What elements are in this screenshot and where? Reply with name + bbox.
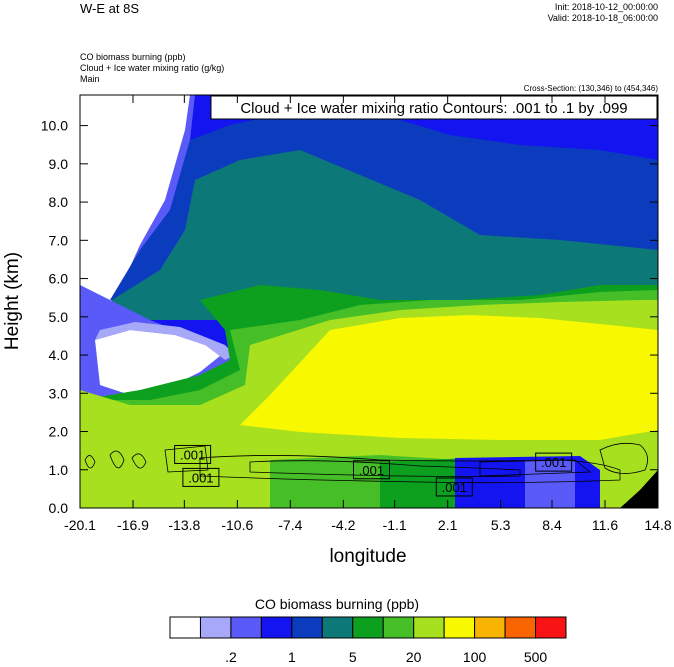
x-tick-label: -1.1 xyxy=(383,517,407,533)
x-tick-label: 8.4 xyxy=(542,517,562,533)
y-tick-label: 0.0 xyxy=(49,500,69,516)
y-tick-label: 6.0 xyxy=(49,271,69,287)
x-tick-label: -13.8 xyxy=(168,517,200,533)
x-tick-label: 14.8 xyxy=(644,517,671,533)
colorbar-swatch xyxy=(413,616,445,639)
y-axis-label: Height (km) xyxy=(2,252,23,350)
contour-label-layer: .001 .001 .001 .001 .001 xyxy=(174,444,573,497)
init-time: Init: 2018-10-12_00:00:00 xyxy=(554,2,658,12)
plot-frame xyxy=(79,94,659,509)
colorbar-tick-label: 5 xyxy=(349,649,357,665)
colorbar-tick-label: .2 xyxy=(225,649,237,665)
y-tick-label: 10.0 xyxy=(41,118,68,134)
co-shading xyxy=(80,95,658,508)
x-tick-label: -7.4 xyxy=(278,517,302,533)
contour-title: Cloud + Ice water mixing ratio Contours:… xyxy=(240,100,627,117)
cloud-contours xyxy=(84,442,648,484)
x-tick-label: 2.1 xyxy=(438,517,458,533)
colorbar-swatch xyxy=(260,616,293,639)
colorbar-swatch xyxy=(382,616,415,639)
colorbar-swatch xyxy=(199,616,232,639)
x-tick-label: -20.1 xyxy=(64,517,96,533)
colorbar-swatch xyxy=(230,616,262,639)
colorbar-swatch xyxy=(291,616,323,639)
colorbar-tick-label: 1 xyxy=(288,649,296,665)
colorbar-tick-label: 20 xyxy=(406,649,422,665)
contour-label: .001 xyxy=(174,444,212,464)
svg-text:.001: .001 xyxy=(359,463,384,478)
svg-text:.001: .001 xyxy=(442,480,467,495)
colorbar-swatch xyxy=(535,616,567,639)
contour-label: .001 xyxy=(435,477,473,497)
y-tick-label: 5.0 xyxy=(49,309,69,325)
x-tick-label: 5.3 xyxy=(491,517,511,533)
colorbar-swatch xyxy=(443,616,476,639)
y-tick-label: 9.0 xyxy=(49,156,69,172)
colorbar-tick-label: 100 xyxy=(463,649,487,665)
x-tick-label: 11.6 xyxy=(592,517,618,533)
x-tick-label: -16.9 xyxy=(117,517,149,533)
colorbar-swatch xyxy=(169,616,201,639)
colorbar: .2 1 5 20 100 500 xyxy=(169,616,567,665)
svg-text:.001: .001 xyxy=(188,470,213,485)
colorbar-swatch xyxy=(321,616,354,639)
y-tick-label: 3.0 xyxy=(49,385,69,401)
contour-label: .001 xyxy=(535,452,573,472)
colorbar-swatch xyxy=(474,616,506,639)
x-axis-label: longitude xyxy=(329,546,406,567)
contour-title-box xyxy=(210,95,658,120)
y-tick-label: 7.0 xyxy=(49,232,69,248)
y-tick-label: 2.0 xyxy=(49,424,69,440)
x-tick-label: -4.2 xyxy=(331,517,355,533)
x-tick-label: -10.6 xyxy=(221,517,253,533)
plot-title: W-E at 8S xyxy=(80,1,140,16)
contour-label: .001 xyxy=(182,467,220,487)
y-axis: 0.0 1.0 2.0 3.0 4.0 5.0 6.0 7.0 8.0 9.0 10.0 xyxy=(41,118,658,516)
svg-text:.001: .001 xyxy=(541,455,566,470)
field-label-cloud: Cloud + Ice water mixing ratio (g/kg) xyxy=(80,63,225,73)
colorbar-title: CO biomass burning (ppb) xyxy=(254,596,420,612)
cross-section-label: Cross-Section: (130,346) to (454,346) xyxy=(523,84,658,93)
colorbar-swatch xyxy=(504,616,537,639)
y-tick-label: 8.0 xyxy=(49,194,69,210)
field-label-co: CO biomass burning (ppb) xyxy=(80,52,186,62)
valid-time: Valid: 2018-10-18_06:00:00 xyxy=(547,13,658,23)
colorbar-swatch xyxy=(352,616,384,639)
field-label-main: Main xyxy=(80,74,100,84)
x-axis: -20.1 -16.9 -13.8 -10.6 -7.4 -4.2 -1.1 2.1 5.3 8.… xyxy=(64,95,672,533)
y-tick-label: 4.0 xyxy=(49,347,69,363)
y-tick-label: 1.0 xyxy=(49,462,69,478)
colorbar-tick-label: 500 xyxy=(524,649,548,665)
svg-text:.001: .001 xyxy=(180,447,205,462)
contour-label: .001 xyxy=(352,460,390,480)
